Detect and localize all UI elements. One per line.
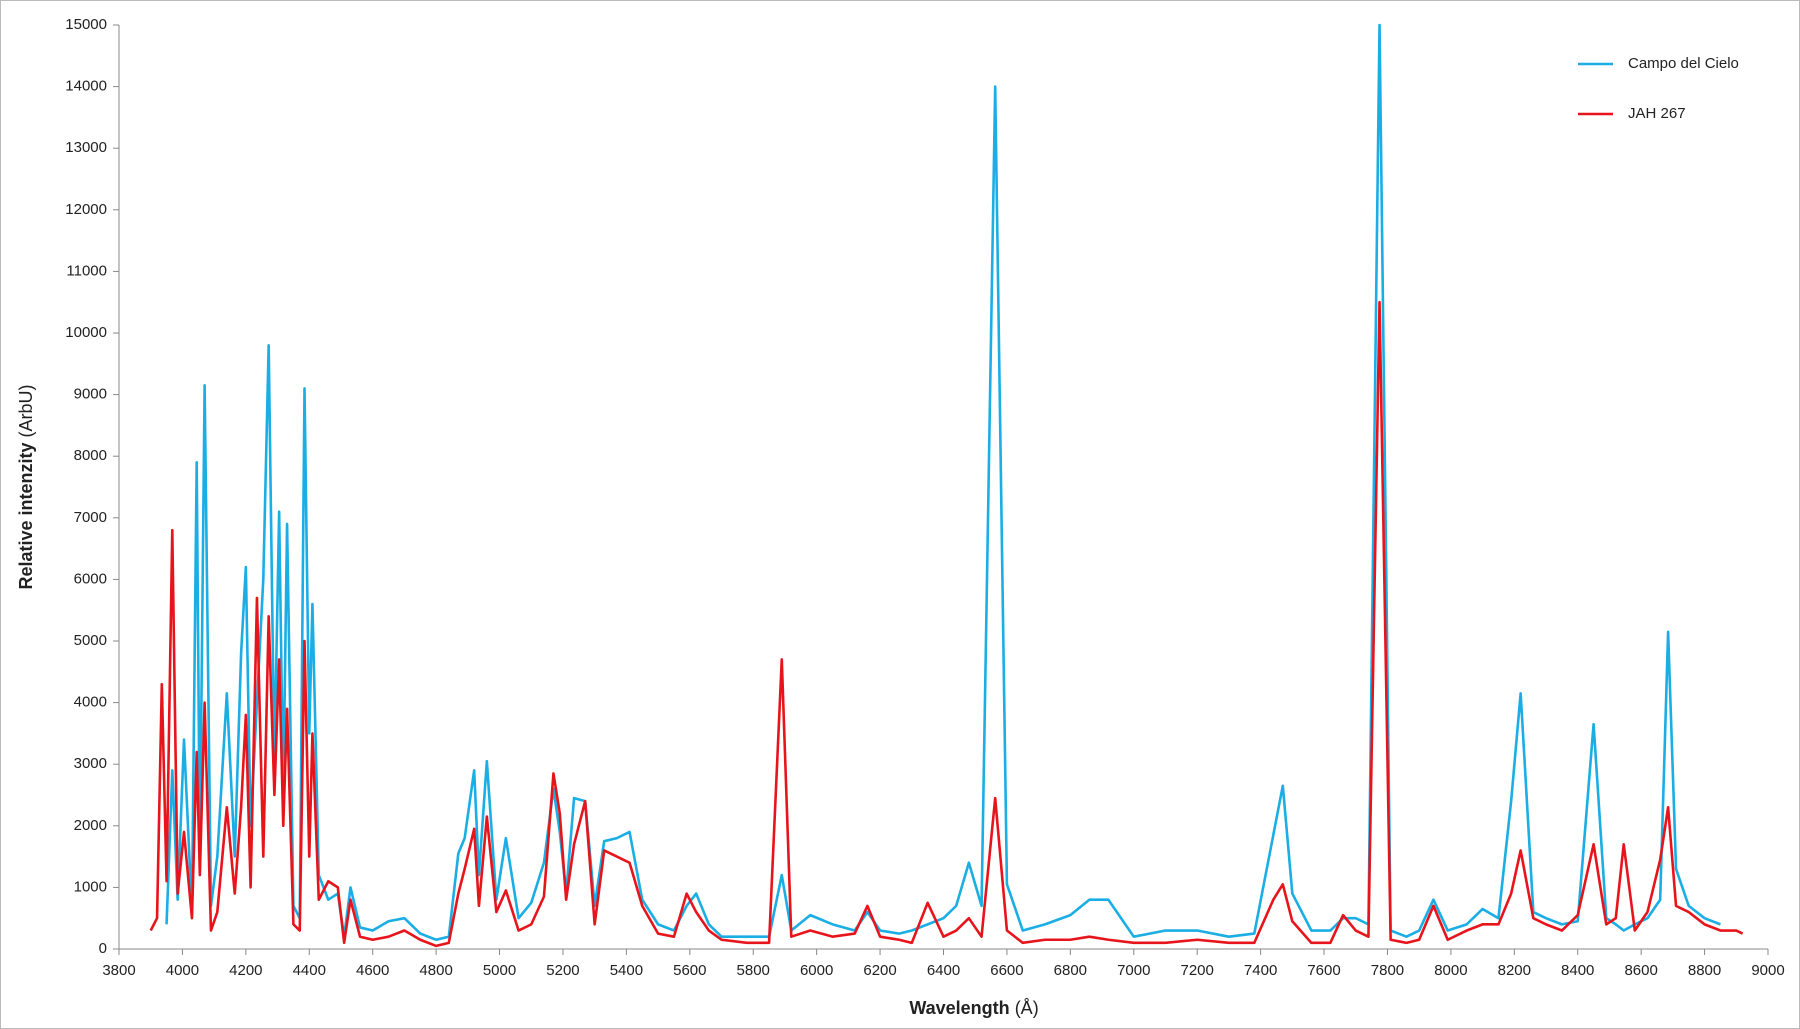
x-tick-label: 7400 — [1244, 962, 1277, 979]
x-tick-label: 8000 — [1434, 962, 1467, 979]
x-tick-label: 5000 — [483, 962, 516, 979]
y-tick-label: 14000 — [65, 78, 107, 95]
y-axis-label: Relative intenzity — [16, 442, 36, 589]
x-tick-label: 5200 — [546, 962, 579, 979]
x-tick-label: 8200 — [1498, 962, 1531, 979]
x-tick-label: 8800 — [1688, 962, 1721, 979]
x-tick-label: 4600 — [356, 962, 389, 979]
y-tick-label: 6000 — [74, 570, 107, 587]
y-tick-label: 10000 — [65, 324, 107, 341]
y-tick-label: 9000 — [74, 386, 107, 403]
y-tick-label: 1000 — [74, 878, 107, 895]
x-tick-label: 9000 — [1751, 962, 1784, 979]
x-tick-label: 5600 — [673, 962, 706, 979]
x-axis-title: Wavelength (Å) — [909, 998, 1038, 1018]
x-tick-label: 4800 — [419, 962, 452, 979]
x-axis-label: Wavelength — [909, 998, 1009, 1018]
x-tick-label: 7800 — [1371, 962, 1404, 979]
x-tick-label: 6800 — [1054, 962, 1087, 979]
x-tick-label: 7600 — [1307, 962, 1340, 979]
series-line — [165, 23, 1721, 942]
y-tick-label: 8000 — [74, 447, 107, 464]
y-tick-label: 15000 — [65, 16, 107, 33]
x-tick-label: 4000 — [166, 962, 199, 979]
series-line — [149, 300, 1744, 948]
x-tick-label: 4400 — [293, 962, 326, 979]
y-tick-label: 7000 — [74, 509, 107, 526]
y-tick-label: 13000 — [65, 139, 107, 156]
x-axis-unit: (Å) — [1015, 998, 1039, 1018]
x-tick-label: 7000 — [1117, 962, 1150, 979]
y-tick-label: 3000 — [74, 755, 107, 772]
y-axis-title: Relative intenzity (ArbU) — [16, 384, 36, 589]
legend-label: JAH 267 — [1628, 105, 1686, 122]
x-tick-label: 7200 — [1181, 962, 1214, 979]
x-tick-label: 3800 — [102, 962, 135, 979]
y-tick-label: 2000 — [74, 817, 107, 834]
x-tick-label: 8400 — [1561, 962, 1594, 979]
y-axis-unit: (ArbU) — [16, 384, 36, 437]
y-tick-label: 12000 — [65, 201, 107, 218]
y-tick-label: 4000 — [74, 694, 107, 711]
y-tick-label: 5000 — [74, 632, 107, 649]
x-tick-label: 6200 — [863, 962, 896, 979]
x-tick-label: 5800 — [737, 962, 770, 979]
y-tick-label: 0 — [99, 940, 107, 957]
x-tick-label: 8600 — [1624, 962, 1657, 979]
x-tick-label: 5400 — [610, 962, 643, 979]
legend-label: Campo del Cielo — [1628, 55, 1739, 72]
x-tick-label: 6600 — [990, 962, 1023, 979]
x-tick-label: 6000 — [800, 962, 833, 979]
y-tick-label: 11000 — [66, 262, 107, 279]
x-tick-label: 4200 — [229, 962, 262, 979]
x-tick-label: 6400 — [927, 962, 960, 979]
